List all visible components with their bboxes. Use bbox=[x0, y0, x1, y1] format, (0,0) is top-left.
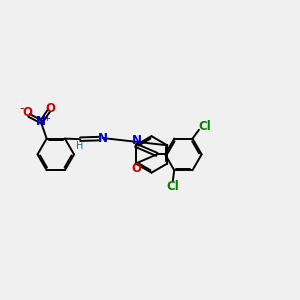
Text: O: O bbox=[22, 106, 32, 119]
Text: -: - bbox=[19, 102, 24, 116]
Text: N: N bbox=[36, 115, 46, 128]
Text: O: O bbox=[132, 162, 142, 175]
Text: H: H bbox=[76, 141, 83, 151]
Text: N: N bbox=[98, 131, 108, 145]
Text: O: O bbox=[46, 102, 56, 115]
Text: N: N bbox=[132, 134, 142, 147]
Text: +: + bbox=[43, 114, 50, 123]
Text: Cl: Cl bbox=[167, 180, 179, 193]
Text: Cl: Cl bbox=[198, 120, 211, 133]
